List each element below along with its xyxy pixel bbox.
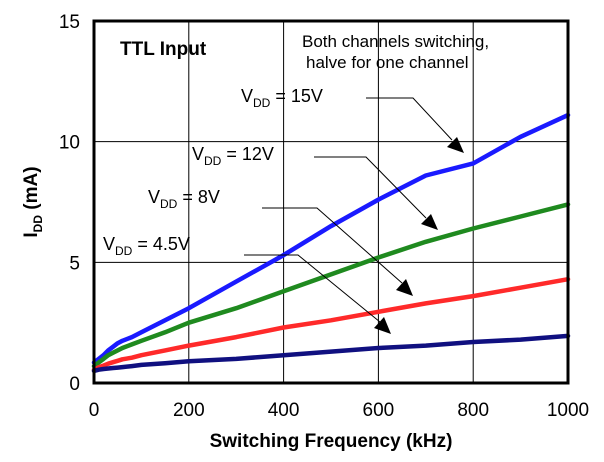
x-tick-label-2: 400 <box>268 400 300 421</box>
leader-line-8v <box>262 207 403 284</box>
annotation-line-1: Both channels switching, <box>302 32 489 51</box>
series-label-4-5v: VDD = 4.5V <box>103 234 391 334</box>
series-label-4-5v-main: V <box>103 234 115 254</box>
series-label-12v-main: V <box>192 144 204 164</box>
y-axis-label-main: I <box>21 232 42 237</box>
series-label-15v: VDD = 15V <box>241 86 464 153</box>
x-tick-label-3: 600 <box>363 400 395 421</box>
series-line-2 <box>91 276 571 372</box>
y-axis-label-unit: (mA) <box>21 166 42 215</box>
series-label-12v-sub: DD <box>204 154 222 168</box>
svg-text:VDD = 8V: VDD = 8V <box>148 187 220 211</box>
y-tick-labels: 0 5 10 15 <box>59 12 80 395</box>
series-label-4-5v-rest: = 4.5V <box>132 234 190 254</box>
series-label-15v-rest: = 15V <box>270 86 323 106</box>
arrowhead-8v <box>396 279 413 296</box>
y-axis-label: IDD (mA) <box>21 166 45 237</box>
arrowhead-4-5v <box>374 317 391 334</box>
plot-frame <box>92 19 570 385</box>
series-label-15v-sub: DD <box>253 96 271 110</box>
series-label-12v: VDD = 12V <box>192 144 438 230</box>
series-label-15v-main: V <box>241 86 253 106</box>
series-group <box>91 112 571 374</box>
series-line-3 <box>91 333 571 374</box>
y-tick-label-3: 15 <box>59 12 80 33</box>
svg-text:VDD = 4.5V: VDD = 4.5V <box>103 234 190 258</box>
y-axis-label-sub: DD <box>31 215 45 233</box>
x-tick-label-4: 800 <box>457 400 489 421</box>
y-tick-label-2: 10 <box>59 133 80 154</box>
series-label-8v: VDD = 8V <box>148 187 413 296</box>
leader-line-12v <box>314 156 427 219</box>
x-tick-label-1: 200 <box>173 400 205 421</box>
arrowhead-15v <box>447 137 464 153</box>
series-line-0 <box>91 112 571 365</box>
arrowhead-12v <box>421 214 438 230</box>
leader-line-15v <box>366 97 453 141</box>
svg-text:VDD = 15V: VDD = 15V <box>241 86 323 110</box>
annotation-line-2: halve for one channel <box>306 53 469 72</box>
x-tick-labels: 0 200 400 600 800 1000 <box>89 400 589 421</box>
leader-line-4-5v <box>244 254 381 323</box>
series-line-1 <box>91 202 571 369</box>
series-label-4-5v-sub: DD <box>115 244 133 258</box>
svg-text:VDD = 12V: VDD = 12V <box>192 144 274 168</box>
x-tick-label-0: 0 <box>89 400 100 421</box>
x-axis-label: Switching Frequency (kHz) <box>210 431 453 452</box>
y-tick-label-0: 0 <box>69 374 80 395</box>
x-tick-label-5: 1000 <box>547 400 589 421</box>
y-tick-label-1: 5 <box>69 253 80 274</box>
series-label-8v-main: V <box>148 187 160 207</box>
series-label-8v-sub: DD <box>160 197 178 211</box>
series-label-8v-rest: = 8V <box>177 187 220 207</box>
chart-title: TTL Input <box>120 39 207 60</box>
series-label-12v-rest: = 12V <box>221 144 274 164</box>
